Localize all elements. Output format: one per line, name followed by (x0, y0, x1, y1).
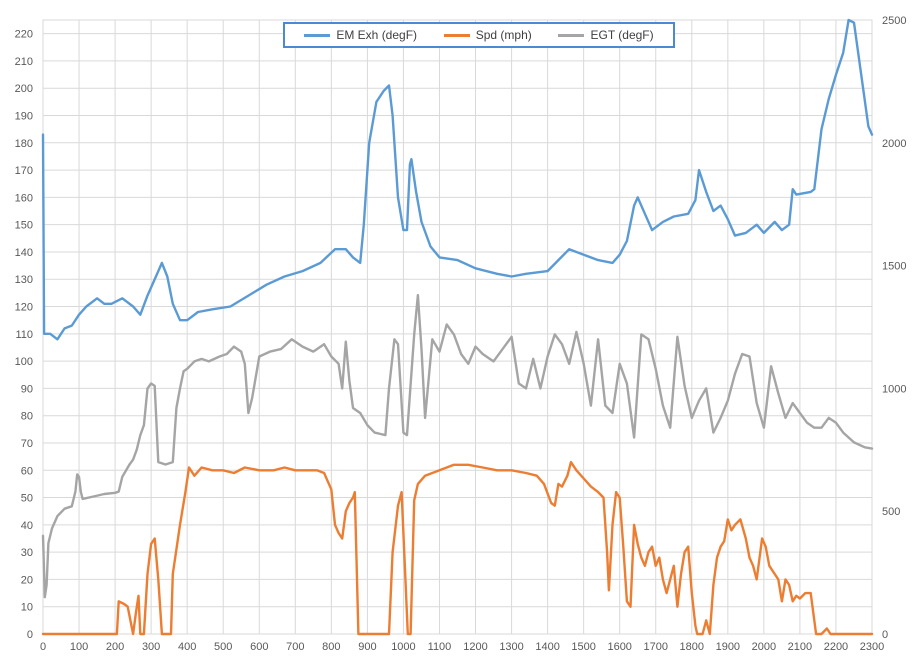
y-left-tick-label: 180 (15, 138, 33, 150)
x-tick-label: 100 (70, 641, 88, 653)
x-tick-label: 1200 (463, 641, 487, 653)
y-left-tick-label: 20 (21, 574, 33, 586)
x-tick-label: 0 (40, 641, 46, 653)
legend-swatch-em-exh (304, 33, 331, 37)
x-tick-label: 1700 (643, 641, 667, 653)
y-left-tick-label: 40 (21, 520, 33, 532)
x-tick-label: 200 (106, 641, 124, 653)
legend-label-spd: Spd (mph) (475, 28, 532, 42)
y-left-tick-label: 210 (15, 56, 33, 68)
x-tick-label: 1000 (391, 641, 415, 653)
y-left-tick-label: 160 (15, 192, 33, 204)
x-tick-label: 2100 (788, 641, 812, 653)
x-tick-label: 1600 (607, 641, 631, 653)
y-right-tick-label: 1000 (882, 383, 906, 395)
x-tick-label: 700 (286, 641, 304, 653)
y-left-tick-label: 50 (21, 493, 33, 505)
y-left-tick-label: 200 (15, 83, 33, 95)
y-left-tick-label: 110 (15, 329, 33, 341)
y-right-tick-label: 0 (882, 629, 888, 641)
x-tick-label: 2200 (824, 641, 848, 653)
y-left-tick-label: 140 (15, 247, 33, 259)
y-right-tick-label: 1500 (882, 261, 906, 273)
legend-item-spd: Spd (mph) (443, 28, 532, 42)
x-tick-label: 400 (178, 641, 196, 653)
x-tick-label: 2300 (860, 641, 884, 653)
y-left-tick-label: 10 (21, 602, 33, 614)
y-left-tick-label: 30 (21, 547, 33, 559)
x-tick-label: 900 (358, 641, 376, 653)
y-left-tick-label: 80 (21, 411, 33, 423)
series-line-spd (41, 460, 874, 636)
x-tick-label: 1500 (571, 641, 595, 653)
y-left-tick-label: 130 (15, 274, 33, 286)
x-tick-label: 1900 (716, 641, 740, 653)
legend-item-em-exh: EM Exh (degF) (304, 28, 417, 42)
y-left-tick-label: 100 (15, 356, 33, 368)
y-left-tick-label: 120 (15, 302, 33, 314)
x-tick-label: 1100 (428, 641, 452, 653)
y-left-tick-label: 220 (15, 29, 33, 41)
y-left-tick-label: 0 (27, 629, 33, 641)
legend-swatch-egt (558, 33, 585, 37)
y-left-tick-label: 190 (15, 111, 33, 123)
x-tick-label: 2000 (752, 641, 776, 653)
series-line-em-exh (41, 18, 874, 341)
legend-label-em-exh: EM Exh (degF) (336, 28, 418, 42)
y-right-tick-label: 2500 (882, 15, 906, 27)
y-right-tick-label: 500 (882, 506, 900, 518)
y-left-tick-label: 60 (21, 465, 33, 477)
x-tick-label: 800 (322, 641, 340, 653)
x-tick-label: 1400 (535, 641, 559, 653)
x-tick-label: 600 (250, 641, 268, 653)
x-tick-label: 1300 (499, 641, 523, 653)
legend-swatch-spd (443, 33, 470, 37)
x-tick-label: 500 (214, 641, 232, 653)
series-line-egt (41, 293, 874, 599)
legend-item-egt: EGT (degF) (558, 28, 654, 42)
x-tick-label: 1800 (680, 641, 704, 653)
legend-label-egt: EGT (degF) (590, 28, 654, 42)
y-left-tick-label: 70 (21, 438, 33, 450)
legend: EM Exh (degF) Spd (mph) EGT (degF) (283, 22, 675, 48)
y-left-tick-label: 170 (15, 165, 33, 177)
y-right-tick-label: 2000 (882, 138, 906, 150)
x-tick-label: 300 (142, 641, 160, 653)
y-left-tick-label: 150 (15, 220, 33, 232)
y-left-tick-label: 90 (21, 383, 33, 395)
